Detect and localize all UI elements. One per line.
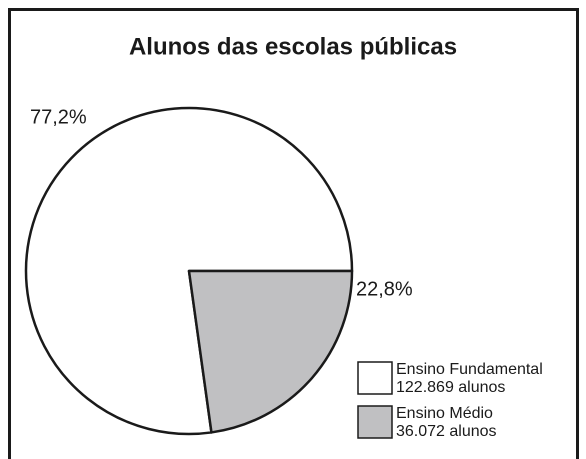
frame bbox=[8, 8, 579, 459]
legend-label: Ensino Médio bbox=[396, 405, 493, 422]
legend-detail: 36.072 alunos bbox=[396, 423, 497, 440]
chart-title: Alunos das escolas públicas bbox=[129, 33, 457, 60]
legend-swatch bbox=[357, 405, 393, 439]
slice-label: 22,8% bbox=[356, 278, 413, 300]
legend-swatch bbox=[357, 361, 393, 395]
legend-label: Ensino Fundamental bbox=[396, 361, 543, 378]
pie-slice bbox=[24, 106, 354, 436]
slice-label: 77,2% bbox=[30, 106, 87, 128]
pie-slice bbox=[187, 269, 354, 434]
legend-detail: 122.869 alunos bbox=[396, 379, 505, 396]
